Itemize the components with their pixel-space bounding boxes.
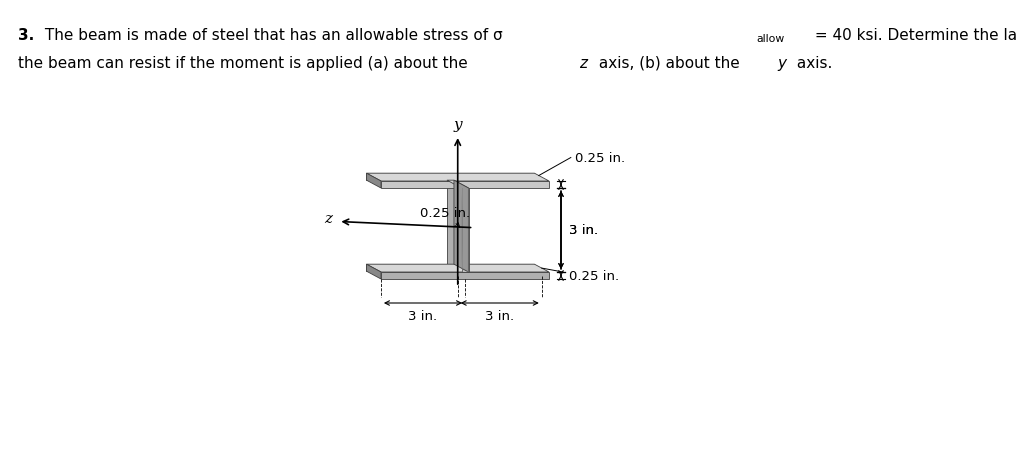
Text: 3 in.: 3 in. <box>486 309 514 322</box>
Polygon shape <box>461 188 468 273</box>
Text: 0.25 in.: 0.25 in. <box>569 269 619 283</box>
Text: 3 in.: 3 in. <box>569 224 599 237</box>
Text: = 40 ksi. Determine the largest internal moment: = 40 ksi. Determine the largest internal… <box>810 28 1018 43</box>
Text: axis.: axis. <box>792 56 833 71</box>
Polygon shape <box>447 181 454 264</box>
Polygon shape <box>461 188 463 268</box>
Text: 3 in.: 3 in. <box>569 224 599 237</box>
Text: axis, (b) about the: axis, (b) about the <box>593 56 744 71</box>
Polygon shape <box>447 181 468 188</box>
Polygon shape <box>366 264 534 272</box>
Text: 3 in.: 3 in. <box>408 309 438 322</box>
Text: allow: allow <box>756 35 784 45</box>
Polygon shape <box>381 273 549 279</box>
Text: The beam is made of steel that has an allowable stress of σ: The beam is made of steel that has an al… <box>40 28 503 43</box>
Text: 3.: 3. <box>18 28 35 43</box>
Polygon shape <box>366 174 534 181</box>
Polygon shape <box>366 264 381 279</box>
Text: z: z <box>579 56 587 71</box>
Polygon shape <box>461 188 463 273</box>
Polygon shape <box>366 264 549 273</box>
Polygon shape <box>381 182 549 188</box>
Text: z: z <box>325 212 333 226</box>
Text: 0.25 in.: 0.25 in. <box>419 207 469 228</box>
Polygon shape <box>366 174 549 182</box>
Text: y: y <box>453 118 462 132</box>
Text: 0.25 in.: 0.25 in. <box>575 152 625 165</box>
Polygon shape <box>467 188 468 273</box>
Text: the beam can resist if the moment is applied (a) about the: the beam can resist if the moment is app… <box>18 56 472 71</box>
Text: y: y <box>778 56 787 71</box>
Polygon shape <box>366 174 381 188</box>
Polygon shape <box>454 181 468 273</box>
